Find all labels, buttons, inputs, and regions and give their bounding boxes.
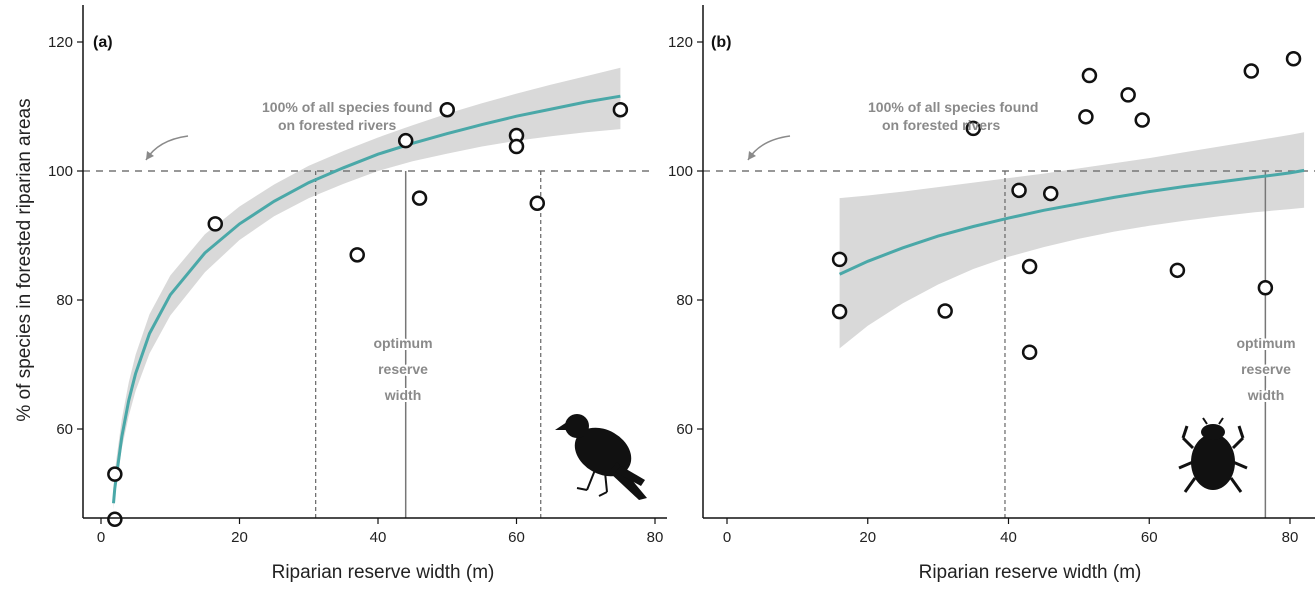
data-point [529, 195, 546, 211]
y-tick-label: 120 [48, 34, 73, 51]
panel-label: (b) [711, 34, 731, 51]
fit-line [838, 168, 1305, 276]
optimum-annotation: optimum [373, 335, 432, 351]
x-tick-label: 80 [647, 529, 664, 546]
data-point [1285, 51, 1302, 67]
data-point [439, 101, 455, 118]
data-point [1120, 87, 1136, 103]
optimum-annotation: width [384, 387, 422, 403]
data-point [1134, 112, 1150, 128]
data-point [107, 466, 123, 482]
confidence-band [113, 67, 621, 510]
y-tick-label: 80 [676, 292, 693, 309]
x-tick-label: 60 [508, 529, 525, 546]
fit-line [112, 94, 621, 504]
y-tick-label: 100 [48, 163, 73, 180]
reference-arrowhead [748, 151, 756, 160]
data-point [1081, 67, 1098, 84]
x-tick-label: 40 [370, 529, 387, 546]
data-point [1021, 344, 1038, 360]
optimum-annotation: optimum [1236, 335, 1295, 351]
x-tick-label: 60 [1141, 529, 1158, 546]
data-point [1021, 258, 1038, 275]
data-point [831, 251, 848, 268]
optimum-annotation: reserve [378, 361, 428, 377]
data-point [1078, 109, 1094, 125]
x-axis-title: Riparian reserve width (m) [272, 562, 495, 583]
bird-silhouette-icon [555, 414, 647, 500]
x-tick-label: 40 [1000, 529, 1017, 546]
data-point [411, 190, 428, 206]
reference-annotation: on forested rivers [882, 117, 1000, 133]
x-axis-title: Riparian reserve width (m) [919, 562, 1142, 583]
data-point [1243, 63, 1260, 79]
optimum-annotation: width [1247, 387, 1285, 403]
data-point [1011, 182, 1027, 199]
reference-annotation: on forested rivers [278, 117, 396, 133]
data-point [1042, 185, 1059, 202]
y-tick-label: 60 [676, 421, 693, 438]
panel-a: 0 20 40 60 80 60 80 100 120 Riparian reserve widt… [14, 5, 667, 583]
y-tick-label: 60 [56, 421, 73, 438]
reference-annotation: 100% of all species found [262, 99, 432, 115]
panel-b: 0 20 40 60 80 60 80 100 120 Riparian reserve widt… [668, 5, 1315, 583]
x-tick-label: 20 [859, 529, 876, 546]
data-point [349, 247, 365, 263]
x-tick-label: 0 [97, 529, 105, 546]
data-point [508, 138, 525, 155]
reference-arrowhead [146, 151, 154, 160]
data-point [937, 303, 953, 319]
reference-annotation: 100% of all species found [868, 99, 1038, 115]
x-tick-label: 80 [1282, 529, 1299, 546]
panel-label: (a) [93, 34, 113, 51]
data-point [397, 132, 414, 149]
y-tick-label: 100 [668, 163, 693, 180]
optimum-annotation: reserve [1241, 361, 1291, 377]
x-tick-label: 20 [231, 529, 248, 546]
beetle-silhouette-icon [1178, 417, 1248, 493]
data-point [612, 101, 629, 118]
data-point [1257, 279, 1274, 296]
data-point [831, 303, 848, 320]
y-axis-title: % of species in forested riparian areas [14, 98, 35, 421]
y-tick-label: 120 [668, 34, 693, 51]
x-tick-label: 0 [723, 529, 731, 546]
y-tick-label: 80 [56, 292, 73, 309]
data-point [107, 511, 123, 528]
data-point [207, 216, 224, 232]
confidence-band [839, 132, 1305, 349]
data-point [965, 120, 982, 137]
data-point [1169, 262, 1186, 279]
